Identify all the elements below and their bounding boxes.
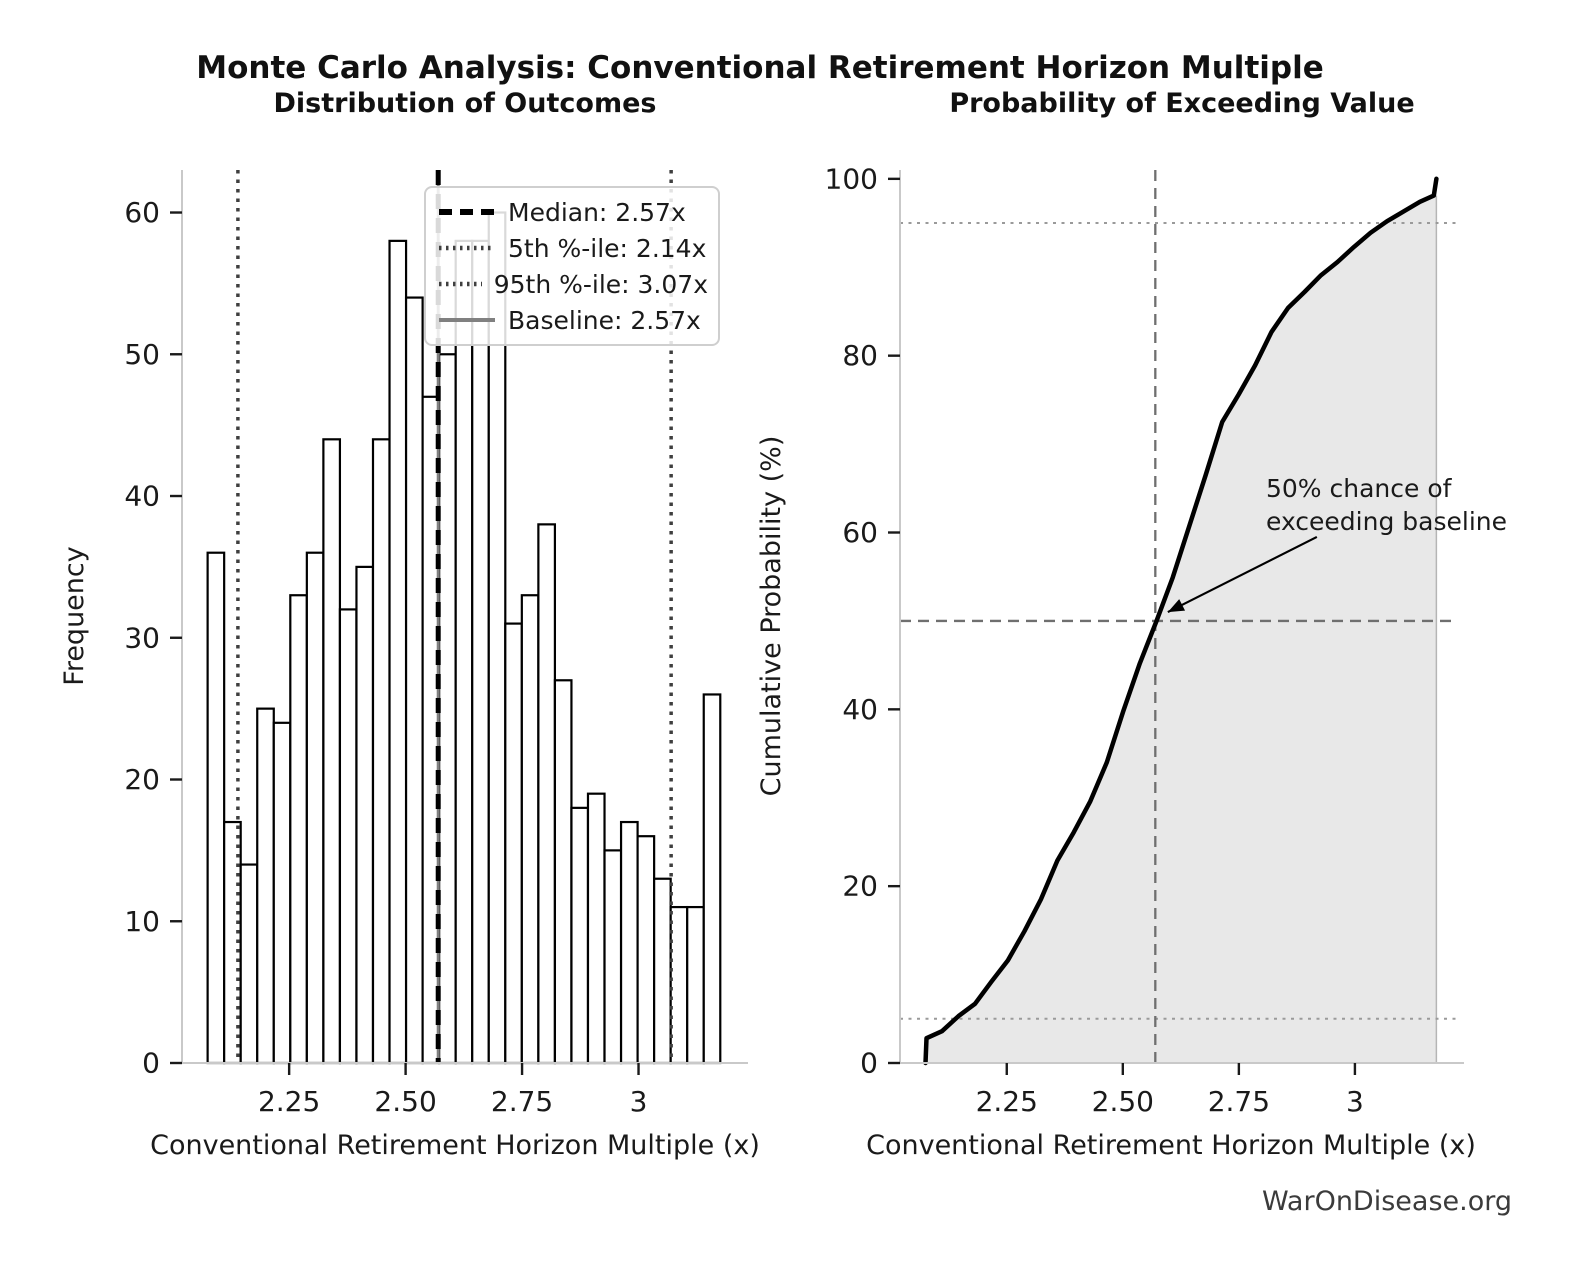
histogram-bar: [206, 551, 226, 1065]
legend: Median: 2.57x 5th %-ile: 2.14x 95th %-ile:…: [424, 186, 720, 346]
histogram-yaxis-label: Frequency: [59, 546, 90, 686]
x-tick-label: 2.75: [491, 1085, 553, 1118]
histogram-bar: [355, 565, 375, 1065]
cdf-annotation: 50% chance of exceeding baseline: [1266, 472, 1507, 538]
legend-item: Baseline: 2.57x: [426, 302, 718, 338]
histogram-bar: [305, 551, 325, 1065]
y-tick-label: 60: [842, 516, 878, 549]
histogram-bar: [371, 438, 391, 1065]
annotation-line-1: 50% chance of: [1266, 474, 1452, 503]
histogram-bar: [272, 721, 292, 1065]
figure-title: Monte Carlo Analysis: Conventional Retir…: [196, 50, 1324, 86]
x-tick-label: 2.50: [374, 1085, 436, 1118]
legend-line-sample: [439, 245, 495, 251]
cdf-curve: [923, 176, 1439, 1066]
legend-line-sample: [439, 318, 495, 322]
y-tick-label: 50: [124, 338, 160, 371]
histogram-bar: [653, 877, 672, 1065]
cdf-title: Probability of Exceeding Value: [949, 88, 1415, 119]
cdf-xaxis-label: Conventional Retirement Horizon Multiple…: [866, 1130, 1476, 1161]
histogram-bar: [289, 594, 308, 1065]
watermark: WarOnDisease.org: [1261, 1186, 1512, 1217]
y-tick-label: 40: [124, 480, 160, 513]
cdf-yaxis-label: Cumulative Probability (%): [756, 435, 787, 797]
histogram-bar: [388, 239, 408, 1065]
histogram-bar: [636, 835, 656, 1065]
legend-item-label: Median: 2.57x: [508, 197, 686, 227]
histogram-bar: [322, 438, 342, 1065]
y-tick-label: 0: [860, 1047, 878, 1080]
histogram-bar: [669, 905, 689, 1065]
histogram-xaxis-label: Conventional Retirement Horizon Multiple…: [150, 1130, 760, 1161]
legend-item-label: 95th %-ile: 3.07x: [493, 269, 708, 299]
histogram-bar: [454, 239, 474, 1065]
x-tick-label: 3: [630, 1085, 648, 1118]
legend-item: Median: 2.57x: [426, 194, 718, 230]
y-tick-label: 30: [124, 621, 160, 654]
legend-item-label: Baseline: 2.57x: [508, 305, 701, 335]
histogram-bar: [603, 849, 623, 1065]
annotation-arrow: [1167, 535, 1318, 614]
histogram-bar: [570, 806, 590, 1065]
y-tick-label: 20: [842, 870, 878, 903]
histogram-bar: [520, 594, 540, 1065]
x-tick-label: 2.25: [258, 1085, 320, 1118]
histogram-bar: [553, 679, 573, 1065]
y-tick-label: 80: [842, 339, 878, 372]
annotation-line-2: exceeding baseline: [1266, 507, 1507, 536]
histogram-bar: [619, 820, 639, 1065]
histogram-bar: [338, 608, 358, 1065]
histogram-bar: [404, 296, 424, 1065]
y-tick-label: 100: [825, 162, 878, 195]
histogram-bar: [471, 239, 490, 1065]
histogram-bar: [686, 905, 705, 1065]
y-tick-label: 60: [124, 196, 160, 229]
histogram-bar: [239, 863, 259, 1065]
legend-item: 95th %-ile: 3.07x: [426, 266, 718, 302]
x-tick-label: 3: [1346, 1085, 1364, 1118]
histogram-bar: [537, 523, 557, 1065]
x-tick-label: 2.75: [1208, 1085, 1270, 1118]
histogram-bar: [256, 707, 275, 1065]
legend-line-sample: [439, 209, 495, 215]
y-tick-label: 0: [142, 1047, 160, 1080]
legend-item: 5th %-ile: 2.14x: [426, 230, 718, 266]
y-tick-label: 10: [124, 905, 160, 938]
histogram-title: Distribution of Outcomes: [273, 88, 657, 119]
histogram-bar: [702, 693, 722, 1065]
histogram-bar: [438, 353, 457, 1065]
x-tick-label: 2.50: [1092, 1085, 1154, 1118]
x-tick-label: 2.25: [976, 1085, 1038, 1118]
legend-item-label: 5th %-ile: 2.14x: [508, 233, 707, 263]
legend-line-sample: [439, 281, 482, 287]
y-tick-label: 20: [124, 763, 160, 796]
histogram-bar: [504, 622, 523, 1065]
y-tick-label: 40: [842, 693, 878, 726]
cdf-axes: 2.25 2.50 2.75 3 0 20 40 60 80 100: [825, 162, 1464, 1118]
histogram-bar: [586, 792, 606, 1065]
